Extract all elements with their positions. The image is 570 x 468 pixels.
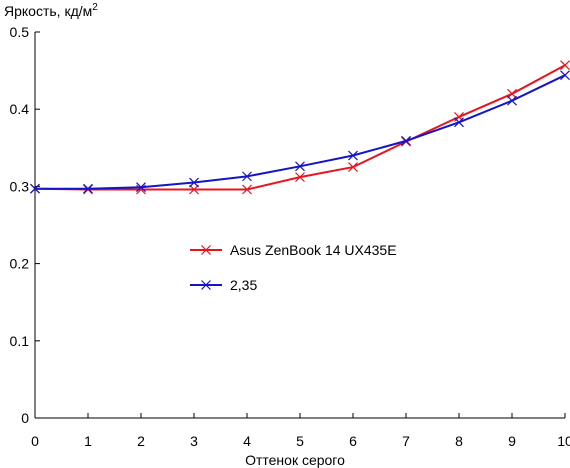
data-point-marker — [295, 161, 305, 172]
legend-swatch-marker — [201, 280, 211, 290]
series-line — [34, 64, 566, 191]
series-2 — [30, 70, 570, 194]
y-tick-label: 0.3 — [10, 178, 30, 194]
axes — [34, 32, 565, 419]
legend-item: Asus ZenBook 14 UX435E — [190, 242, 397, 258]
legend-item: 2,35 — [190, 277, 257, 293]
data-point-marker — [348, 162, 358, 173]
legend-swatch-marker — [201, 245, 211, 255]
data-point-marker — [189, 184, 199, 195]
y-ticks: 0 0.1 0.2 0.3 0.4 0.5 — [10, 24, 40, 426]
data-point-marker — [30, 183, 40, 194]
data-point-marker — [136, 182, 146, 193]
y-tick-label: 0.2 — [10, 256, 30, 272]
data-point-marker — [560, 60, 570, 71]
data-point-marker — [189, 177, 199, 188]
legend-label: Asus ZenBook 14 UX435E — [230, 242, 397, 258]
x-tick-label: 8 — [455, 433, 463, 449]
x-tick-label: 5 — [296, 433, 304, 449]
x-tick-label: 9 — [508, 433, 516, 449]
x-axis-title: Оттенок серого — [245, 452, 345, 468]
series-line — [35, 74, 566, 190]
data-point-marker — [507, 88, 517, 99]
x-tick-label: 3 — [190, 433, 198, 449]
data-point-marker — [454, 117, 464, 128]
legend: Asus ZenBook 14 UX435E 2,35 — [190, 242, 397, 293]
y-tick-label: 0 — [21, 410, 29, 426]
x-tick-label: 2 — [137, 433, 145, 449]
series-1 — [30, 60, 570, 195]
data-point-marker — [242, 171, 252, 182]
data-point-marker — [242, 184, 252, 195]
x-tick-label: 1 — [84, 433, 92, 449]
data-point-marker — [401, 135, 411, 146]
y-axis-title-text: Яркость, кд/м — [4, 3, 92, 19]
series-layer — [30, 60, 570, 195]
data-point-marker — [507, 95, 517, 106]
x-ticks: 0 1 2 3 4 5 6 7 8 9 10 — [31, 413, 570, 449]
x-tick-label: 4 — [243, 433, 251, 449]
data-point-marker — [348, 150, 358, 161]
y-tick-label: 0.5 — [10, 24, 30, 40]
y-axis-title: Яркость, кд/м2 — [4, 2, 98, 19]
data-point-marker — [295, 172, 305, 183]
x-tick-label: 10 — [557, 433, 570, 449]
x-tick-label: 7 — [402, 433, 410, 449]
legend-label: 2,35 — [230, 277, 257, 293]
x-tick-label: 0 — [31, 433, 39, 449]
y-tick-label: 0.1 — [10, 333, 30, 349]
y-axis-title-superscript: 2 — [92, 2, 98, 13]
data-point-marker — [83, 183, 93, 194]
data-point-marker — [560, 70, 570, 81]
y-tick-label: 0.4 — [10, 101, 30, 117]
x-tick-label: 6 — [349, 433, 357, 449]
